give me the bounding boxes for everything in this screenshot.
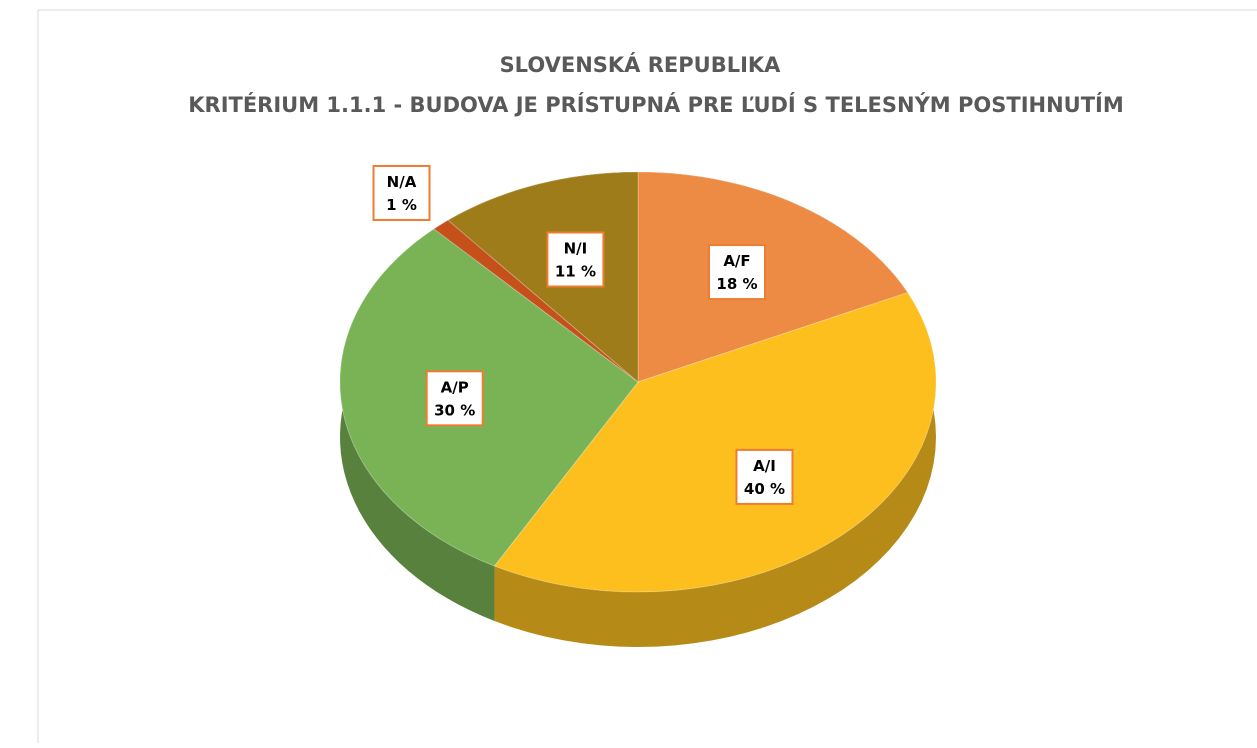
slice [637,171,909,383]
slice-side [494,292,936,647]
data-label-category: N/I [564,239,588,257]
slice [447,171,639,384]
data-label-value: 1 % [386,196,417,214]
data-label-category: A/P [441,378,469,396]
slice [493,291,937,593]
data-label-value: 30 % [434,401,475,419]
slice [339,228,639,567]
chart-title: SLOVENSKÁ REPUBLIKA [500,52,782,77]
data-label-value: 40 % [744,480,785,498]
data-label-category: A/F [723,252,750,270]
data-label-box [707,244,766,301]
data-label-box [425,370,484,427]
data-label-box [546,231,605,288]
data-label-value: 18 % [716,275,757,293]
data-label-category: N/A [387,173,417,191]
data-label-category: A/I [753,457,776,475]
chart-subtitle: KRITÉRIUM 1.1.1 - BUDOVA JE PRÍSTUPNÁ PR… [188,92,1124,117]
slice [433,219,639,383]
data-label-value: 11 % [555,262,596,280]
data-label-box [735,448,794,505]
data-label-box [372,164,431,221]
